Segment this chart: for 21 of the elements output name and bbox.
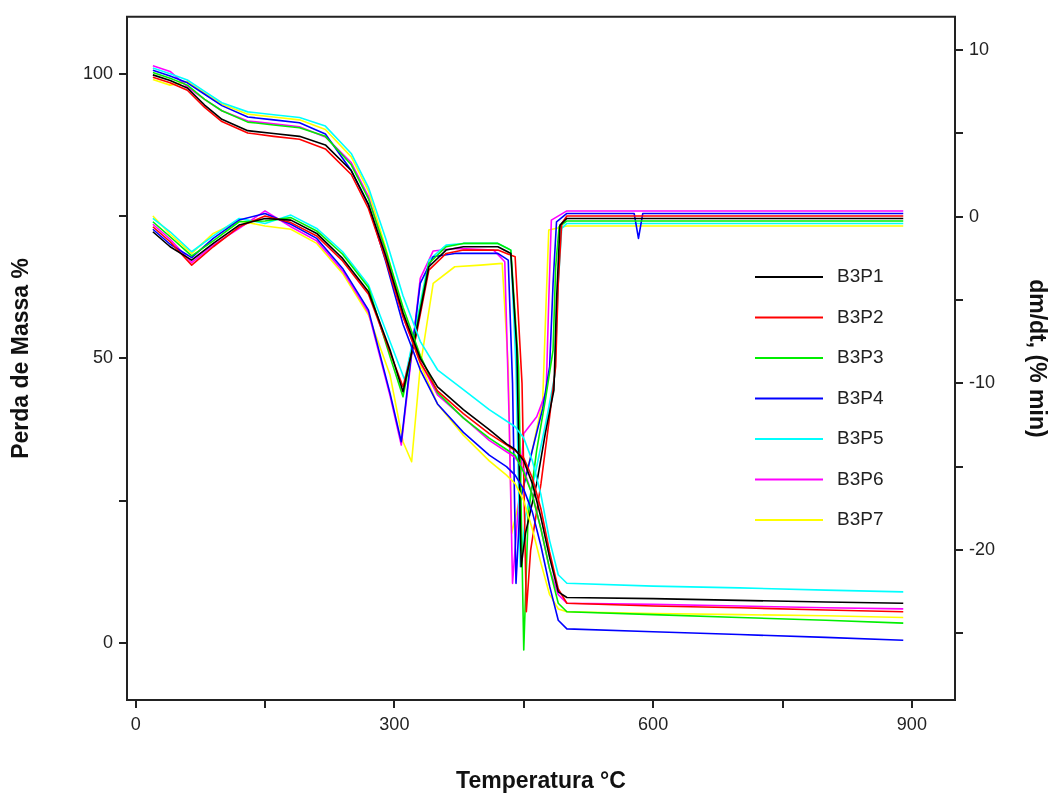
y2-axis-title: dm/dt, (% min)	[1024, 279, 1051, 438]
y-tick-label: 50	[92, 347, 113, 368]
x-tick-label: 600	[638, 713, 669, 734]
x-tick-label: 0	[130, 713, 141, 734]
legend-label: B3P7	[837, 508, 884, 530]
y2-tick-label: -20	[969, 539, 996, 559]
x-tick-label: 300	[379, 713, 410, 734]
y2-tick-label: 0	[969, 205, 980, 226]
y2-tick-label: 10	[969, 39, 990, 60]
y-tick-label: 100	[82, 62, 113, 83]
legend-label: B3P6	[837, 467, 884, 489]
x-tick-label: 900	[896, 713, 927, 734]
y-axis-title: Perda de Massa %	[7, 258, 34, 459]
legend-label: B3P5	[837, 427, 884, 449]
legend-label: B3P3	[837, 346, 884, 368]
legend-label: B3P2	[837, 305, 884, 327]
legend-label: B3P1	[837, 265, 884, 287]
x-axis-title: Temperatura °C	[456, 766, 626, 793]
y2-tick-label: -10	[969, 372, 996, 393]
y-tick-label: 0	[102, 632, 113, 653]
legend-label: B3P4	[837, 386, 884, 408]
